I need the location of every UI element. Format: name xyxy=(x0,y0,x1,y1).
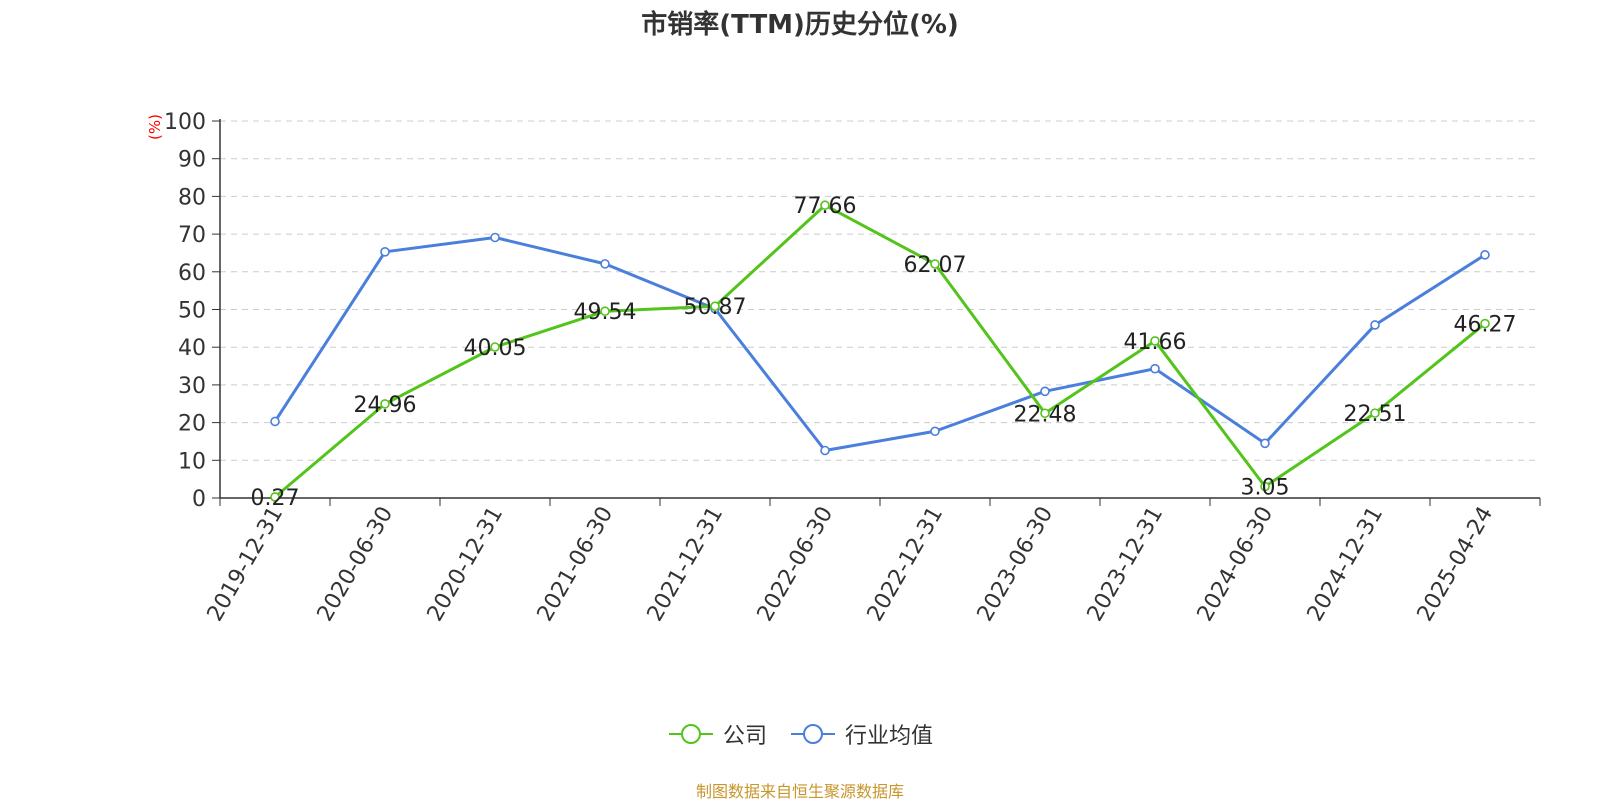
grid-layer xyxy=(220,120,1540,461)
x-tick-label: 2019-12-31 xyxy=(203,503,289,626)
y-tick-label: 70 xyxy=(178,223,206,248)
y-tick-label: 60 xyxy=(178,261,206,286)
x-tick-label: 2024-12-31 xyxy=(1303,503,1389,626)
data-point xyxy=(1260,438,1270,449)
x-tick-label: 2020-06-30 xyxy=(313,503,399,626)
x-tick-label: 2022-06-30 xyxy=(753,503,839,626)
legend: 公司 行业均值 xyxy=(0,718,1600,750)
source-footer: 制图数据来自恒生聚源数据库 xyxy=(695,782,904,801)
data-label: 62.07 xyxy=(904,253,967,278)
data-label: 3.05 xyxy=(1241,476,1290,501)
x-tick-label: 2022-12-31 xyxy=(863,503,949,626)
x-tick-label: 2023-12-31 xyxy=(1083,503,1169,626)
data-point xyxy=(820,200,830,211)
label-layer: 0.27 24.96 40.05 49.54 50.87 77.66 62.07 22.48 4… xyxy=(251,194,1517,511)
data-point xyxy=(380,247,390,257)
data-point xyxy=(1480,250,1490,260)
y-tick-label: 30 xyxy=(178,374,206,399)
data-point xyxy=(1370,320,1380,330)
series-line xyxy=(274,203,1486,499)
data-point xyxy=(930,259,940,269)
data-point xyxy=(1150,363,1160,374)
data-label: 49.54 xyxy=(574,300,637,325)
series-line xyxy=(273,235,1486,452)
data-label: 41.66 xyxy=(1124,330,1187,355)
legend-label-company: 公司 xyxy=(722,724,767,749)
data-label: 22.48 xyxy=(1014,402,1077,427)
data-point xyxy=(1370,408,1380,418)
data-point xyxy=(1040,386,1050,397)
x-tick-label: 2023-06-30 xyxy=(973,503,1059,626)
data-label: 50.87 xyxy=(684,295,747,320)
legend-line-circle-icon xyxy=(668,724,713,744)
y-tick-label: 50 xyxy=(178,299,206,324)
legend-line-circle-icon xyxy=(791,724,835,744)
data-point xyxy=(1480,318,1490,329)
data-point xyxy=(270,492,280,502)
chart-title: 市销率(TTM)历史分位(%) xyxy=(641,10,959,40)
x-tick-label: 2025-04-24 xyxy=(1413,503,1499,626)
legend-item-industry[interactable]: 行业均值 xyxy=(789,718,933,750)
data-label: 77.66 xyxy=(794,194,857,219)
data-label: 40.05 xyxy=(464,336,527,361)
data-point xyxy=(490,232,500,243)
data-label: 46.27 xyxy=(1454,313,1517,338)
data-point xyxy=(710,301,720,312)
data-point xyxy=(270,416,280,427)
data-label: 0.27 xyxy=(251,486,300,511)
data-point xyxy=(600,259,610,269)
y-tick-label: 90 xyxy=(178,148,206,173)
data-point xyxy=(1040,408,1050,419)
data-point xyxy=(1260,481,1270,492)
series-layer xyxy=(270,200,1490,502)
legend-item-company[interactable]: 公司 xyxy=(667,718,767,750)
x-tick-label: 2021-06-30 xyxy=(533,503,619,626)
data-point xyxy=(1150,336,1160,346)
x-tick-label: 2024-06-30 xyxy=(1193,503,1279,626)
y-tick-label: 10 xyxy=(178,449,206,474)
data-label: 24.96 xyxy=(354,393,417,418)
data-point xyxy=(490,342,500,352)
line-chart: 0 10 20 30 40 50 60 70 80 90 100 2019-12-31 2020-06-… xyxy=(164,110,1541,626)
data-label: 22.51 xyxy=(1344,402,1407,427)
data-point xyxy=(820,445,830,456)
y-tick-label: 80 xyxy=(178,185,206,210)
x-tick-label: 2020-12-31 xyxy=(423,503,509,626)
data-point xyxy=(930,426,940,437)
y-tick-label: 20 xyxy=(178,412,206,437)
legend-label-industry: 行业均值 xyxy=(845,724,934,749)
y-tick-label: 100 xyxy=(164,110,206,135)
data-point xyxy=(380,399,390,409)
y-tick-label: 40 xyxy=(178,336,206,361)
x-tick-label: 2021-12-31 xyxy=(643,503,729,626)
y-tick-label: 0 xyxy=(192,487,206,512)
data-point xyxy=(600,306,610,317)
